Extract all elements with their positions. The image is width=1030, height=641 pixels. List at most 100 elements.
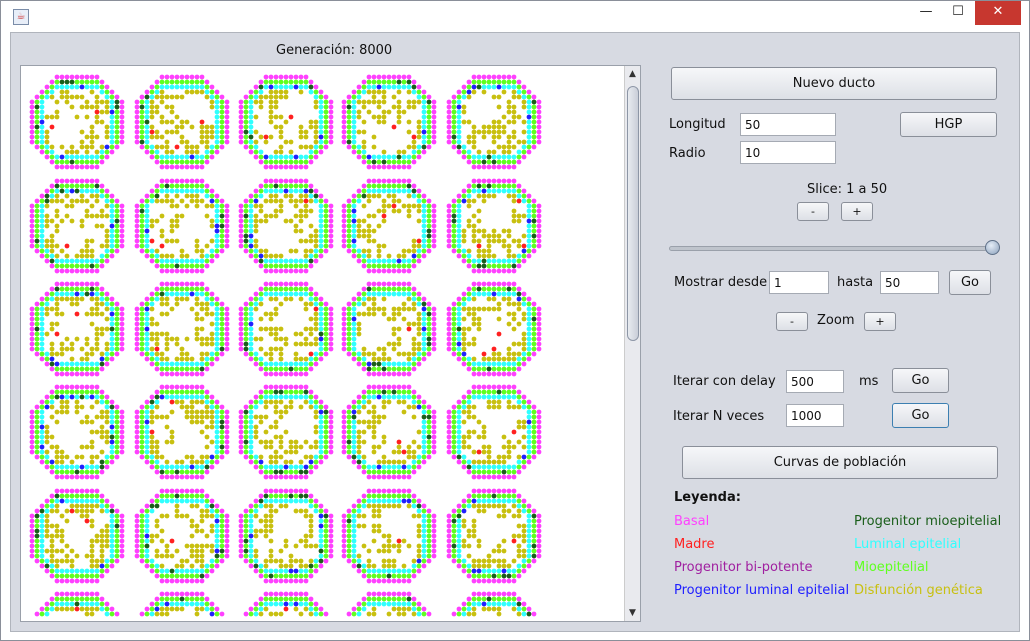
cell-dot — [456, 139, 462, 145]
cell-dot — [64, 361, 70, 367]
cell-dot — [174, 258, 180, 264]
cell-dot — [446, 203, 452, 209]
maximize-button[interactable]: ☐ — [952, 4, 964, 19]
cell-dot — [119, 99, 125, 105]
cell-dot — [189, 414, 195, 420]
cell-dot — [248, 228, 254, 234]
cell-dot — [481, 84, 487, 90]
cell-dot — [84, 336, 90, 342]
cell-dot — [174, 384, 180, 390]
cell-dot — [288, 444, 294, 450]
cell-dot — [308, 119, 314, 125]
cell-dot — [104, 124, 110, 130]
cell-dot — [416, 563, 422, 569]
cell-dot — [114, 429, 120, 435]
cell-dot — [318, 134, 324, 140]
cell-dot — [461, 351, 467, 357]
cell-dot — [466, 464, 472, 470]
cell-dot — [94, 114, 100, 120]
cell-dot — [174, 356, 180, 362]
close-button[interactable]: ✕ — [975, 1, 1021, 25]
cell-dot — [411, 356, 417, 362]
cell-dot — [89, 429, 95, 435]
cell-dot — [446, 306, 452, 312]
cell-dot — [273, 124, 279, 130]
duct-slices-view[interactable]: ▲ ▼ — [20, 65, 641, 622]
minimize-button[interactable]: — — [919, 4, 933, 19]
cell-dot — [426, 439, 432, 445]
cell-dot — [109, 193, 115, 199]
cell-dot — [149, 149, 155, 155]
cell-dot — [248, 351, 254, 357]
cell-dot — [199, 253, 205, 259]
cell-dot — [204, 563, 210, 569]
cell-dot — [79, 193, 85, 199]
cell-dot — [511, 474, 517, 480]
cell-dot — [351, 243, 357, 249]
cell-dot — [59, 218, 65, 224]
cell-dot — [323, 409, 329, 415]
cell-dot — [64, 409, 70, 415]
cell-dot — [263, 286, 269, 292]
cell-dot — [521, 258, 527, 264]
cell-dot — [219, 119, 225, 125]
cell-dot — [506, 321, 512, 327]
cell-dot — [406, 89, 412, 95]
cell-dot — [421, 253, 427, 259]
cell-dot — [59, 291, 65, 297]
cell-dot — [318, 238, 324, 244]
cell-dot — [356, 513, 362, 519]
cell-dot — [174, 203, 180, 209]
cell-dot — [94, 533, 100, 539]
cell-dot — [313, 134, 319, 140]
cell-dot — [288, 154, 294, 160]
cell-dot — [94, 154, 100, 160]
cell-dot — [526, 114, 532, 120]
cell-dot — [411, 366, 417, 372]
cell-dot — [293, 573, 299, 579]
cell-dot — [54, 498, 60, 504]
cell-dot — [144, 434, 150, 440]
cell-dot — [89, 459, 95, 465]
cell-dot — [476, 263, 482, 269]
cell-dot — [94, 213, 100, 219]
cell-dot — [456, 248, 462, 254]
cell-dot — [323, 518, 329, 524]
cell-dot — [511, 263, 517, 269]
cell-dot — [406, 248, 412, 254]
cell-dot — [511, 109, 517, 115]
cell-dot — [426, 548, 432, 554]
cell-dot — [64, 336, 70, 342]
cell-dot — [531, 144, 537, 150]
cell-dot — [263, 528, 269, 534]
cell-dot — [104, 301, 110, 307]
cell-dot — [134, 326, 140, 332]
cell-dot — [481, 361, 487, 367]
cell-dot — [401, 563, 407, 569]
cell-dot — [104, 528, 110, 534]
cell-dot — [371, 258, 377, 264]
cell-dot — [39, 233, 45, 239]
cell-dot — [89, 124, 95, 130]
cell-dot — [214, 228, 220, 234]
cell-dot — [318, 326, 324, 332]
cell-dot — [258, 193, 264, 199]
cell-dot — [313, 104, 319, 110]
cell-dot — [159, 356, 165, 362]
cell-dot — [501, 243, 507, 249]
cell-dot — [69, 79, 75, 85]
cell-dot — [386, 394, 392, 400]
cell-dot — [501, 361, 507, 367]
cell-dot — [456, 439, 462, 445]
cell-dot — [341, 109, 347, 115]
cell-dot — [381, 356, 387, 362]
cell-dot — [84, 578, 90, 584]
cell-dot — [351, 253, 357, 259]
cell-dot — [64, 84, 70, 90]
cell-dot — [94, 429, 100, 435]
cell-dot — [199, 474, 205, 480]
cell-dot — [174, 268, 180, 274]
cell-dot — [491, 371, 497, 377]
cell-dot — [34, 326, 40, 332]
cell-dot — [308, 533, 314, 539]
